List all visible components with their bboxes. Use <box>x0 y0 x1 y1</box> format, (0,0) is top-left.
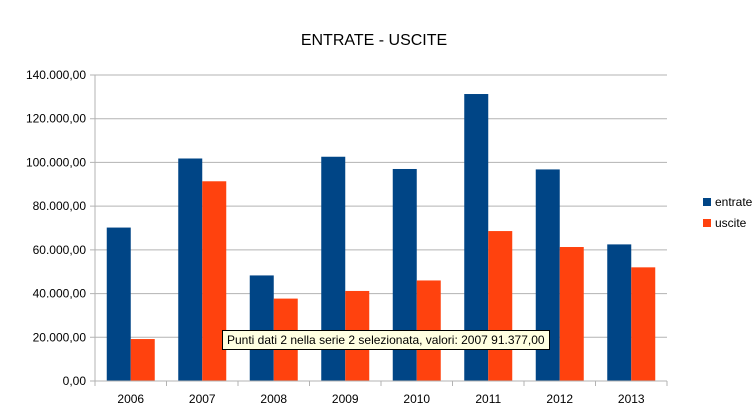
x-tick-label: 2013 <box>618 392 645 406</box>
bar-uscite-2011[interactable] <box>488 231 513 381</box>
legend-swatch-uscite <box>703 219 711 227</box>
bar-entrate-2006[interactable] <box>106 227 131 381</box>
y-tick-label: 60.000,00 <box>33 243 87 257</box>
y-tick-label: 120.000,00 <box>26 112 86 126</box>
x-tick-label: 2011 <box>475 392 501 406</box>
bar-uscite-2012[interactable] <box>559 247 584 381</box>
x-tick-label: 2006 <box>117 392 144 406</box>
chart-title: ENTRATE - USCITE <box>301 32 447 49</box>
legend-label-uscite: uscite <box>715 216 747 230</box>
y-tick-label: 20.000,00 <box>33 330 87 344</box>
bar-uscite-2013[interactable] <box>631 267 656 381</box>
bar-entrate-2008[interactable] <box>249 275 274 381</box>
y-tick-label: 0,00 <box>63 374 87 388</box>
legend: entrate uscite <box>703 195 753 230</box>
y-tick-label: 40.000,00 <box>33 287 87 301</box>
x-tick-labels: 2006 2007 2008 2009 2010 2011 2012 2013 <box>117 392 645 406</box>
legend-swatch-entrate <box>703 198 711 206</box>
x-tick-label: 2008 <box>260 392 287 406</box>
bar-entrate-2013[interactable] <box>607 244 632 381</box>
y-tick-labels: 0,00 20.000,00 40.000,00 60.000,00 80.000,00… <box>26 68 86 388</box>
bar-entrate-2007[interactable] <box>178 158 203 381</box>
data-point-tooltip: Punti dati 2 nella serie 2 selezionata, … <box>222 330 550 350</box>
x-tick-label: 2010 <box>403 392 430 406</box>
axes <box>90 75 668 386</box>
x-tick-label: 2009 <box>332 392 359 406</box>
x-tick-label: 2007 <box>189 392 216 406</box>
legend-label-entrate: entrate <box>715 195 753 209</box>
bars <box>106 94 656 381</box>
bar-uscite-2006[interactable] <box>130 339 155 381</box>
y-tick-label: 80.000,00 <box>33 199 87 213</box>
x-tick-label: 2012 <box>546 392 573 406</box>
bar-uscite-2007[interactable] <box>202 181 227 381</box>
y-tick-label: 140.000,00 <box>26 68 86 82</box>
y-tick-label: 100.000,00 <box>26 155 86 169</box>
